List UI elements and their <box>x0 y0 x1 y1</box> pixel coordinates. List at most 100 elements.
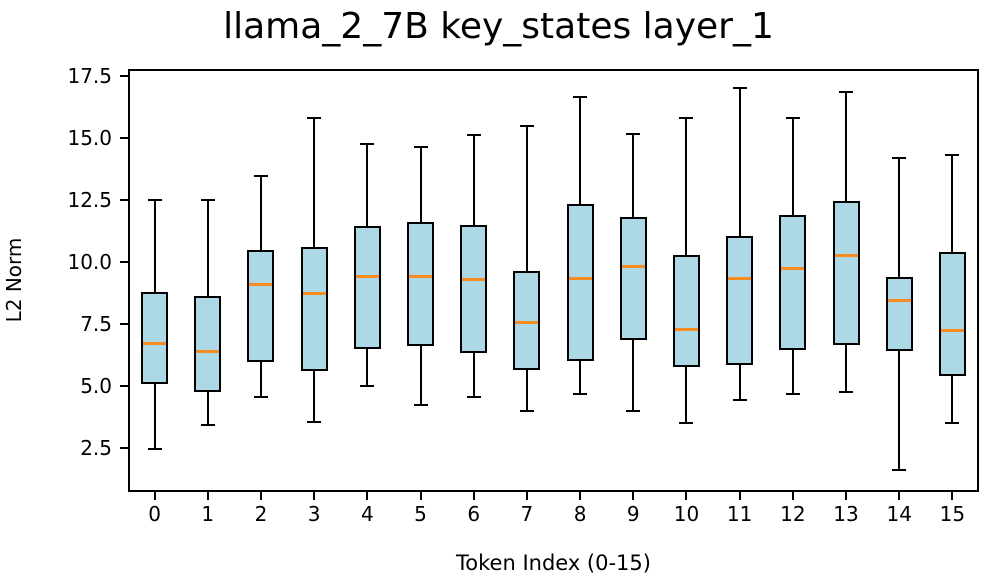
whisker-cap-top <box>466 134 481 137</box>
plot-area <box>128 69 979 492</box>
whisker-cap-top <box>573 96 588 99</box>
x-tick-mark <box>738 492 741 500</box>
whisker-cap-top <box>732 87 747 90</box>
y-tick-mark <box>120 198 128 201</box>
box-iqr <box>247 249 275 363</box>
y-tick-label: 2.5 <box>80 436 112 461</box>
y-tick-mark <box>120 447 128 450</box>
x-tick-label: 9 <box>626 502 640 526</box>
whisker-cap-top <box>360 143 375 146</box>
median-line <box>834 254 858 258</box>
y-tick-label: 7.5 <box>80 312 112 337</box>
median-line <box>143 342 167 346</box>
box-iqr <box>726 235 754 365</box>
whisker-cap-bottom <box>679 422 694 425</box>
x-tick-label: 15 <box>939 502 966 526</box>
x-tick-label: 4 <box>360 502 374 526</box>
x-tick-mark <box>472 492 475 500</box>
whisker-cap-bottom <box>732 398 747 401</box>
x-tick-label: 2 <box>254 502 268 526</box>
median-line <box>940 328 964 332</box>
x-tick-mark <box>525 492 528 500</box>
x-tick-label: 6 <box>467 502 481 526</box>
x-tick-mark <box>153 492 156 500</box>
median-line <box>515 321 539 325</box>
box-iqr <box>832 201 860 346</box>
box-iqr <box>194 295 222 393</box>
x-tick-label: 8 <box>573 502 587 526</box>
median-line <box>887 298 911 302</box>
y-tick-label: 10.0 <box>67 250 112 275</box>
x-tick-mark <box>259 492 262 500</box>
median-line <box>621 265 645 269</box>
y-tick-label: 5.0 <box>80 374 112 399</box>
y-tick-mark <box>120 74 128 77</box>
median-line <box>568 276 592 280</box>
whisker-cap-bottom <box>839 391 854 394</box>
y-tick-label: 15.0 <box>67 125 112 150</box>
whisker-cap-bottom <box>892 469 907 472</box>
x-tick-mark <box>419 492 422 500</box>
box-iqr <box>141 291 169 384</box>
whisker-cap-top <box>253 175 268 178</box>
y-tick-label: 12.5 <box>67 187 112 212</box>
median-line <box>302 291 326 295</box>
x-tick-label: 10 <box>673 502 700 526</box>
whisker-cap-bottom <box>945 422 960 425</box>
median-line <box>462 277 486 281</box>
box-iqr <box>779 214 807 351</box>
x-tick-label: 13 <box>833 502 859 526</box>
y-tick-mark <box>120 136 128 139</box>
whisker-cap-bottom <box>200 423 215 426</box>
whisker-cap-top <box>307 117 322 120</box>
box-iqr <box>672 254 700 368</box>
whisker-cap-top <box>200 198 215 201</box>
y-tick-mark <box>120 323 128 326</box>
x-tick-mark <box>206 492 209 500</box>
y-tick-label: 17.5 <box>67 63 112 88</box>
x-tick-label: 14 <box>886 502 912 526</box>
x-axis-label: Token Index (0-15) <box>456 551 651 575</box>
y-tick-mark <box>120 261 128 264</box>
whisker-cap-bottom <box>307 421 322 424</box>
x-tick-mark <box>845 492 848 500</box>
x-tick-label: 5 <box>414 502 427 526</box>
x-tick-label: 1 <box>201 502 215 526</box>
whisker-cap-bottom <box>253 396 268 399</box>
median-line <box>355 275 379 279</box>
x-tick-label: 12 <box>780 502 806 526</box>
box-iqr <box>460 224 488 353</box>
x-tick-mark <box>898 492 901 500</box>
x-tick-mark <box>632 492 635 500</box>
x-tick-label: 11 <box>726 502 753 526</box>
box-iqr <box>885 276 913 352</box>
x-tick-mark <box>951 492 954 500</box>
y-tick-mark <box>120 385 128 388</box>
whisker-cap-bottom <box>466 396 481 399</box>
whisker-line <box>525 125 528 411</box>
x-tick-mark <box>791 492 794 500</box>
whisker-cap-bottom <box>413 403 428 406</box>
median-line <box>409 275 433 279</box>
whisker-cap-top <box>413 145 428 148</box>
x-tick-mark <box>313 492 316 500</box>
whisker-cap-top <box>147 198 162 201</box>
whisker-cap-bottom <box>147 448 162 451</box>
whisker-cap-top <box>892 156 907 159</box>
whisker-cap-bottom <box>626 409 641 412</box>
x-tick-label: 7 <box>520 502 534 526</box>
whisker-cap-bottom <box>519 409 534 412</box>
x-tick-mark <box>366 492 369 500</box>
chart-title: llama_2_7B key_states layer_1 <box>223 6 774 47</box>
whisker-cap-bottom <box>360 385 375 388</box>
median-line <box>728 276 752 280</box>
x-tick-mark <box>579 492 582 500</box>
median-line <box>249 282 273 286</box>
box-iqr <box>513 270 541 370</box>
median-line <box>674 327 698 331</box>
whisker-cap-bottom <box>785 392 800 395</box>
box-iqr <box>407 222 435 347</box>
box-iqr <box>566 203 594 362</box>
whisker-cap-bottom <box>573 392 588 395</box>
